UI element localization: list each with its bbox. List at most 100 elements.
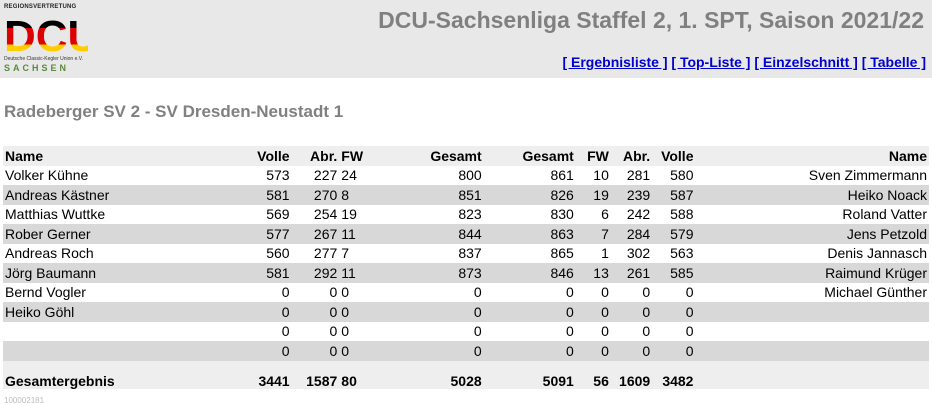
table-row: Bernd Vogler 0 0 0 0 0 0 0 0 Michael Günther: [3, 282, 929, 302]
table-cell: 0: [281, 284, 290, 301]
table-cell: 0: [341, 323, 350, 340]
table-cell: 579: [670, 225, 694, 242]
column-header: Abr.: [310, 147, 338, 164]
column-header: Abr.: [622, 147, 651, 164]
table-cell: 10: [593, 167, 609, 184]
table-cell: 0: [642, 284, 651, 301]
table-cell: 0: [566, 303, 574, 320]
table-cell: 844: [458, 225, 482, 242]
table-cell: 587: [670, 186, 694, 203]
table-cell: [695, 341, 929, 361]
logo-letters: DCU: [4, 12, 88, 55]
total-cell: 1587: [291, 360, 340, 389]
table-cell: 0: [685, 303, 694, 320]
footer-id: 100002181: [4, 396, 45, 405]
table-cell: Raimund Krüger: [825, 264, 927, 281]
table-cell: 588: [670, 206, 694, 223]
table-cell: [3, 341, 244, 361]
dcu-logo-icon: DCU: [4, 12, 88, 55]
table-cell: 7: [341, 245, 350, 262]
table-cell: Bernd Vogler: [5, 284, 86, 301]
table-cell: Matthias Wuttke: [5, 206, 106, 223]
table-cell: 0: [473, 323, 482, 340]
table-cell: 800: [458, 167, 482, 184]
total-cell: 5091: [483, 360, 576, 389]
table-cell: 254: [313, 206, 338, 223]
nav-ergebnisliste-link[interactable]: [ Ergebnisliste ]: [562, 54, 668, 70]
table-cell: 281: [626, 167, 651, 184]
logo-region: SACHSEN: [4, 63, 70, 73]
table-cell: Michael Günther: [824, 284, 927, 301]
column-header: Name: [5, 147, 44, 164]
table-cell: 19: [593, 186, 609, 203]
column-header: Volle: [257, 147, 290, 164]
table-cell: 24: [341, 167, 357, 184]
dcu-logo: REGIONSVERTRETUNG DCU Deutsche Classic-K…: [4, 4, 88, 76]
table-cell: 0: [473, 303, 482, 320]
match-title: Radeberger SV 2 - SV Dresden-Neustadt 1: [4, 102, 344, 121]
table-cell: 0: [685, 342, 694, 359]
table-cell: 284: [626, 225, 651, 242]
table-header-row: Name Volle Abr. FW Gesamt Gesamt FW Abr. Volle Na…: [3, 146, 929, 166]
table-cell: Volker Kühne: [5, 167, 89, 184]
table-cell: 0: [329, 284, 338, 301]
table-cell: 0: [473, 342, 482, 359]
table-cell: 11: [341, 225, 356, 242]
table-cell: 0: [601, 303, 609, 320]
table-cell: 0: [601, 323, 609, 340]
logo-top-text: REGIONSVERTRETUNG: [4, 4, 77, 10]
table-cell: 569: [266, 206, 290, 223]
nav-links: [ Ergebnisliste ] [ Top-Liste ] [ Einzel…: [562, 54, 926, 70]
total-cell: 3482: [652, 360, 696, 389]
table-cell: 227: [313, 167, 338, 184]
table-cell: 0: [473, 284, 482, 301]
table-cell: 0: [329, 303, 338, 320]
table-cell: 0: [281, 303, 290, 320]
total-cell: 56: [575, 360, 611, 389]
table-cell: 830: [550, 206, 574, 223]
table-cell: 239: [626, 186, 651, 203]
table-cell: 267: [313, 225, 338, 242]
column-header: FW: [341, 147, 364, 164]
table-cell: 563: [670, 245, 694, 262]
table-row: Andreas Roch 560 277 7 837 865 1 302 563 Denis Ja…: [3, 243, 929, 263]
table-cell: 277: [313, 245, 338, 262]
nav-tabelle-link[interactable]: [ Tabelle ]: [861, 54, 926, 70]
table-cell: 581: [266, 264, 290, 281]
table-cell: 0: [329, 342, 338, 359]
column-header: Gesamt: [430, 147, 482, 164]
table-row: Rober Gerner 577 267 11 844 863 7 284 579 Jens Pe…: [3, 224, 929, 244]
table-cell: 0: [642, 303, 651, 320]
table-cell: 0: [566, 342, 574, 359]
total-cell: [695, 360, 929, 389]
table-cell: 0: [341, 342, 350, 359]
column-header: Name: [888, 147, 927, 164]
table-cell: 6: [601, 206, 609, 223]
table-cell: 1: [601, 245, 609, 262]
table-cell: 19: [341, 206, 357, 223]
table-cell: 823: [458, 206, 482, 223]
nav-einzelschnitt-link[interactable]: [ Einzelschnitt ]: [754, 54, 858, 70]
table-cell: 0: [281, 323, 290, 340]
table-cell: 865: [550, 245, 574, 262]
total-label: Gesamtergebnis: [3, 360, 244, 389]
total-cell: 3441: [243, 360, 292, 389]
table-cell: 873: [458, 264, 482, 281]
nav-top-liste-link[interactable]: [ Top-Liste ]: [671, 54, 751, 70]
total-cell: 1609: [610, 360, 653, 389]
table-cell: 7: [601, 225, 609, 242]
table-cell: 863: [550, 225, 574, 242]
table-cell: 13: [593, 264, 609, 281]
table-cell: 585: [670, 264, 694, 281]
column-header: Gesamt: [522, 147, 574, 164]
table-cell: 0: [566, 284, 574, 301]
table-cell: [695, 322, 929, 342]
table-cell: 581: [266, 186, 290, 203]
page-title: DCU-Sachsenliga Staffel 2, 1. SPT, Saiso…: [378, 7, 924, 33]
table-cell: Heiko Göhl: [5, 303, 75, 320]
table-cell: Denis Jannasch: [827, 245, 927, 262]
table-cell: Jens Petzold: [846, 225, 927, 242]
total-row: Gesamtergebnis 3441 1587 80 5028 5091 56 1609 34…: [3, 360, 929, 389]
table-cell: 0: [601, 342, 609, 359]
table-cell: 270: [313, 186, 338, 203]
